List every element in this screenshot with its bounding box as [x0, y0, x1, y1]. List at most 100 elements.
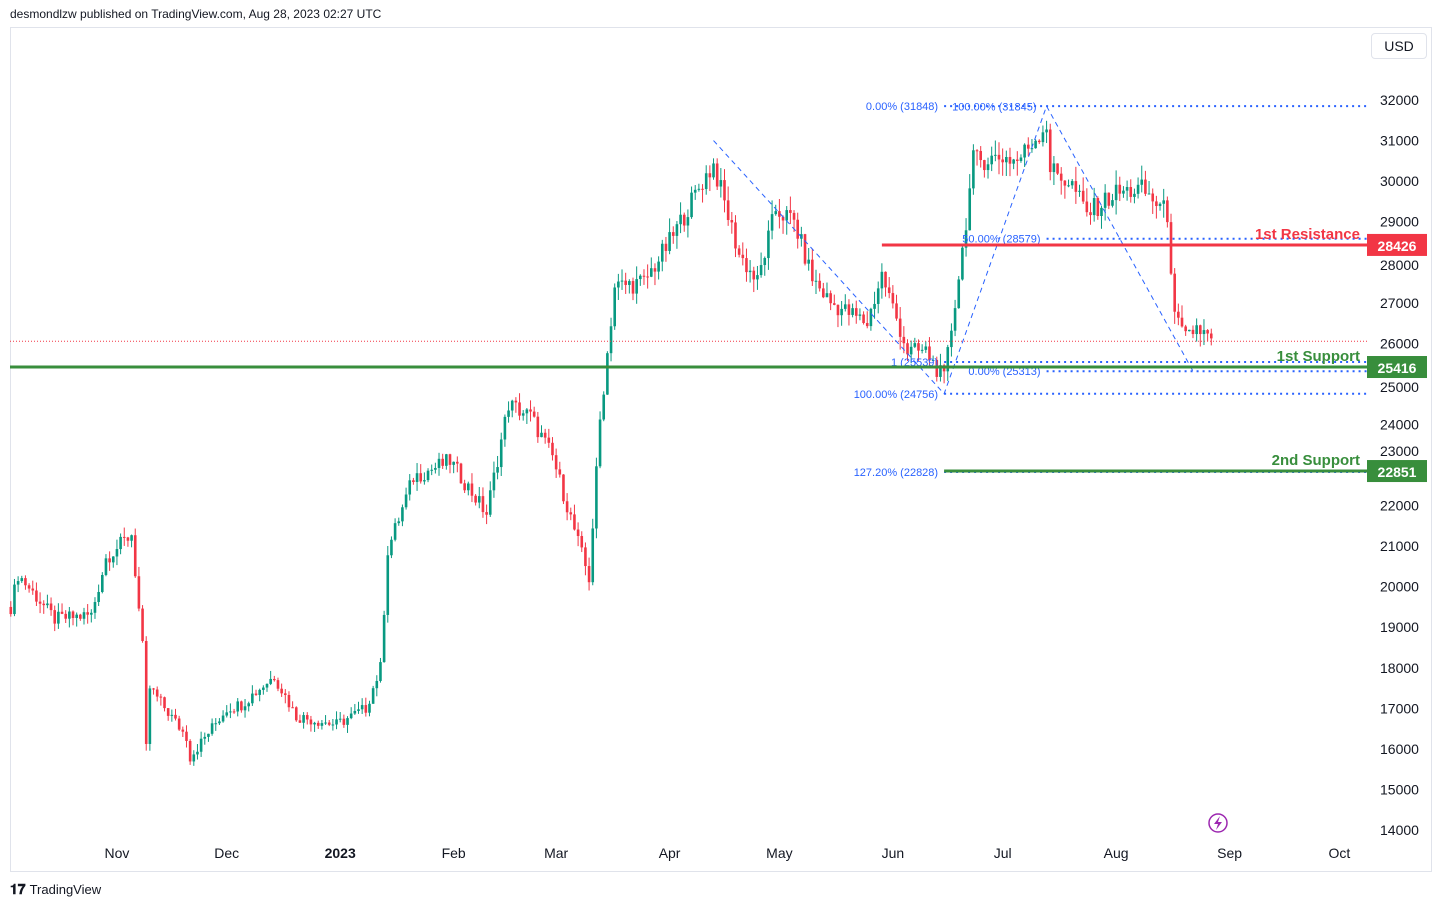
candle-body — [1199, 325, 1202, 335]
candle-body — [620, 280, 624, 282]
candle-body — [1001, 159, 1004, 163]
candle-body — [1129, 187, 1133, 197]
candle-body — [108, 558, 111, 563]
fib-level-label: 0.00% (31848) — [866, 101, 938, 113]
candle-body — [723, 180, 726, 201]
candle-body — [514, 400, 518, 403]
x-tick-label: Aug — [1104, 845, 1129, 861]
publish-header: desmondlzw published on TradingView.com,… — [10, 7, 382, 21]
candle-body — [456, 461, 459, 464]
candle-body — [968, 188, 972, 231]
candle-body — [1016, 159, 1019, 161]
x-tick-label: Oct — [1328, 845, 1350, 861]
candle-body — [166, 708, 170, 716]
candle-body — [1023, 144, 1026, 158]
candle-body — [880, 271, 884, 289]
candle-body — [1048, 129, 1052, 173]
candle-body — [587, 566, 591, 583]
candle-body — [584, 547, 587, 567]
candle-body — [474, 495, 477, 503]
y-tick-label: 14000 — [1380, 822, 1419, 838]
candle-body — [796, 219, 799, 239]
candle-body — [218, 721, 221, 724]
candle-body — [1151, 193, 1155, 202]
candle-body — [865, 323, 869, 327]
candle-body — [946, 347, 950, 372]
currency-button[interactable]: USD — [1371, 33, 1427, 59]
candle-body — [1092, 198, 1096, 216]
candle-body — [262, 687, 265, 690]
x-tick-label: Jun — [882, 845, 905, 861]
candle-body — [60, 611, 64, 614]
candle-body — [1008, 156, 1012, 164]
candle-body — [419, 473, 423, 482]
candle-body — [1034, 140, 1037, 149]
y-tick-label: 23000 — [1380, 443, 1419, 459]
candle-body — [122, 536, 126, 538]
tradingview-logo[interactable]: 𝟏𝟕 TradingView — [10, 881, 101, 898]
x-tick-label: 2023 — [325, 845, 356, 861]
candle-body — [240, 701, 243, 711]
candle-body — [778, 211, 781, 217]
candle-body — [192, 754, 196, 762]
candle-body — [525, 409, 529, 414]
candle-body — [68, 611, 71, 619]
candle-body — [291, 707, 294, 709]
tradingview-logo-text: TradingView — [29, 882, 102, 897]
candle-body — [979, 150, 982, 161]
candle-body — [829, 293, 832, 304]
candle-body — [115, 549, 119, 557]
candle-body — [258, 689, 261, 695]
fib-level-label: 100.00% (31845) — [952, 101, 1036, 113]
price-label: 25416 — [1378, 360, 1417, 376]
candle-body — [997, 154, 1001, 160]
y-tick-label: 27000 — [1380, 295, 1419, 311]
candle-body — [833, 303, 836, 305]
y-tick-label: 28000 — [1380, 257, 1419, 273]
candle-body — [887, 287, 891, 294]
candle-body — [646, 276, 649, 278]
candle-body — [93, 602, 97, 613]
candle-body — [412, 480, 415, 482]
candle-body — [57, 611, 60, 624]
candle-body — [884, 271, 887, 288]
candle-body — [1012, 159, 1015, 164]
candle-body — [1107, 192, 1111, 206]
candle-body — [159, 696, 163, 698]
candle-body — [895, 303, 898, 319]
level-name: 2nd Support — [1272, 452, 1360, 469]
candle-body — [437, 458, 441, 468]
candle-body — [547, 437, 551, 443]
candle-body — [199, 738, 203, 752]
candle-body — [368, 703, 371, 713]
candle-body — [737, 248, 741, 255]
candle-body — [133, 535, 137, 577]
candle-body — [675, 224, 679, 236]
candle-body — [1188, 329, 1191, 332]
candle-body — [397, 521, 401, 524]
candle-body — [704, 173, 708, 190]
candle-body — [609, 326, 613, 354]
candle-body — [313, 722, 316, 725]
candle-body — [529, 409, 532, 412]
y-tick-label: 15000 — [1380, 781, 1419, 797]
candle-body — [613, 287, 616, 327]
y-tick-label: 17000 — [1380, 700, 1419, 716]
candle-body — [983, 160, 986, 171]
candle-body — [79, 614, 82, 619]
candle-body — [811, 259, 814, 282]
candle-body — [1019, 157, 1023, 161]
candle-body — [221, 715, 225, 722]
candle-body — [891, 293, 895, 304]
y-tick-label: 25000 — [1380, 379, 1419, 395]
candle-body — [393, 523, 397, 540]
candle-body — [353, 710, 357, 714]
candle-body — [488, 490, 492, 515]
candle-body — [876, 288, 880, 304]
candle-body — [426, 470, 430, 481]
candle-body — [203, 736, 207, 739]
candle-body — [16, 581, 20, 585]
candle-body — [27, 585, 31, 589]
candle-body — [595, 466, 598, 529]
